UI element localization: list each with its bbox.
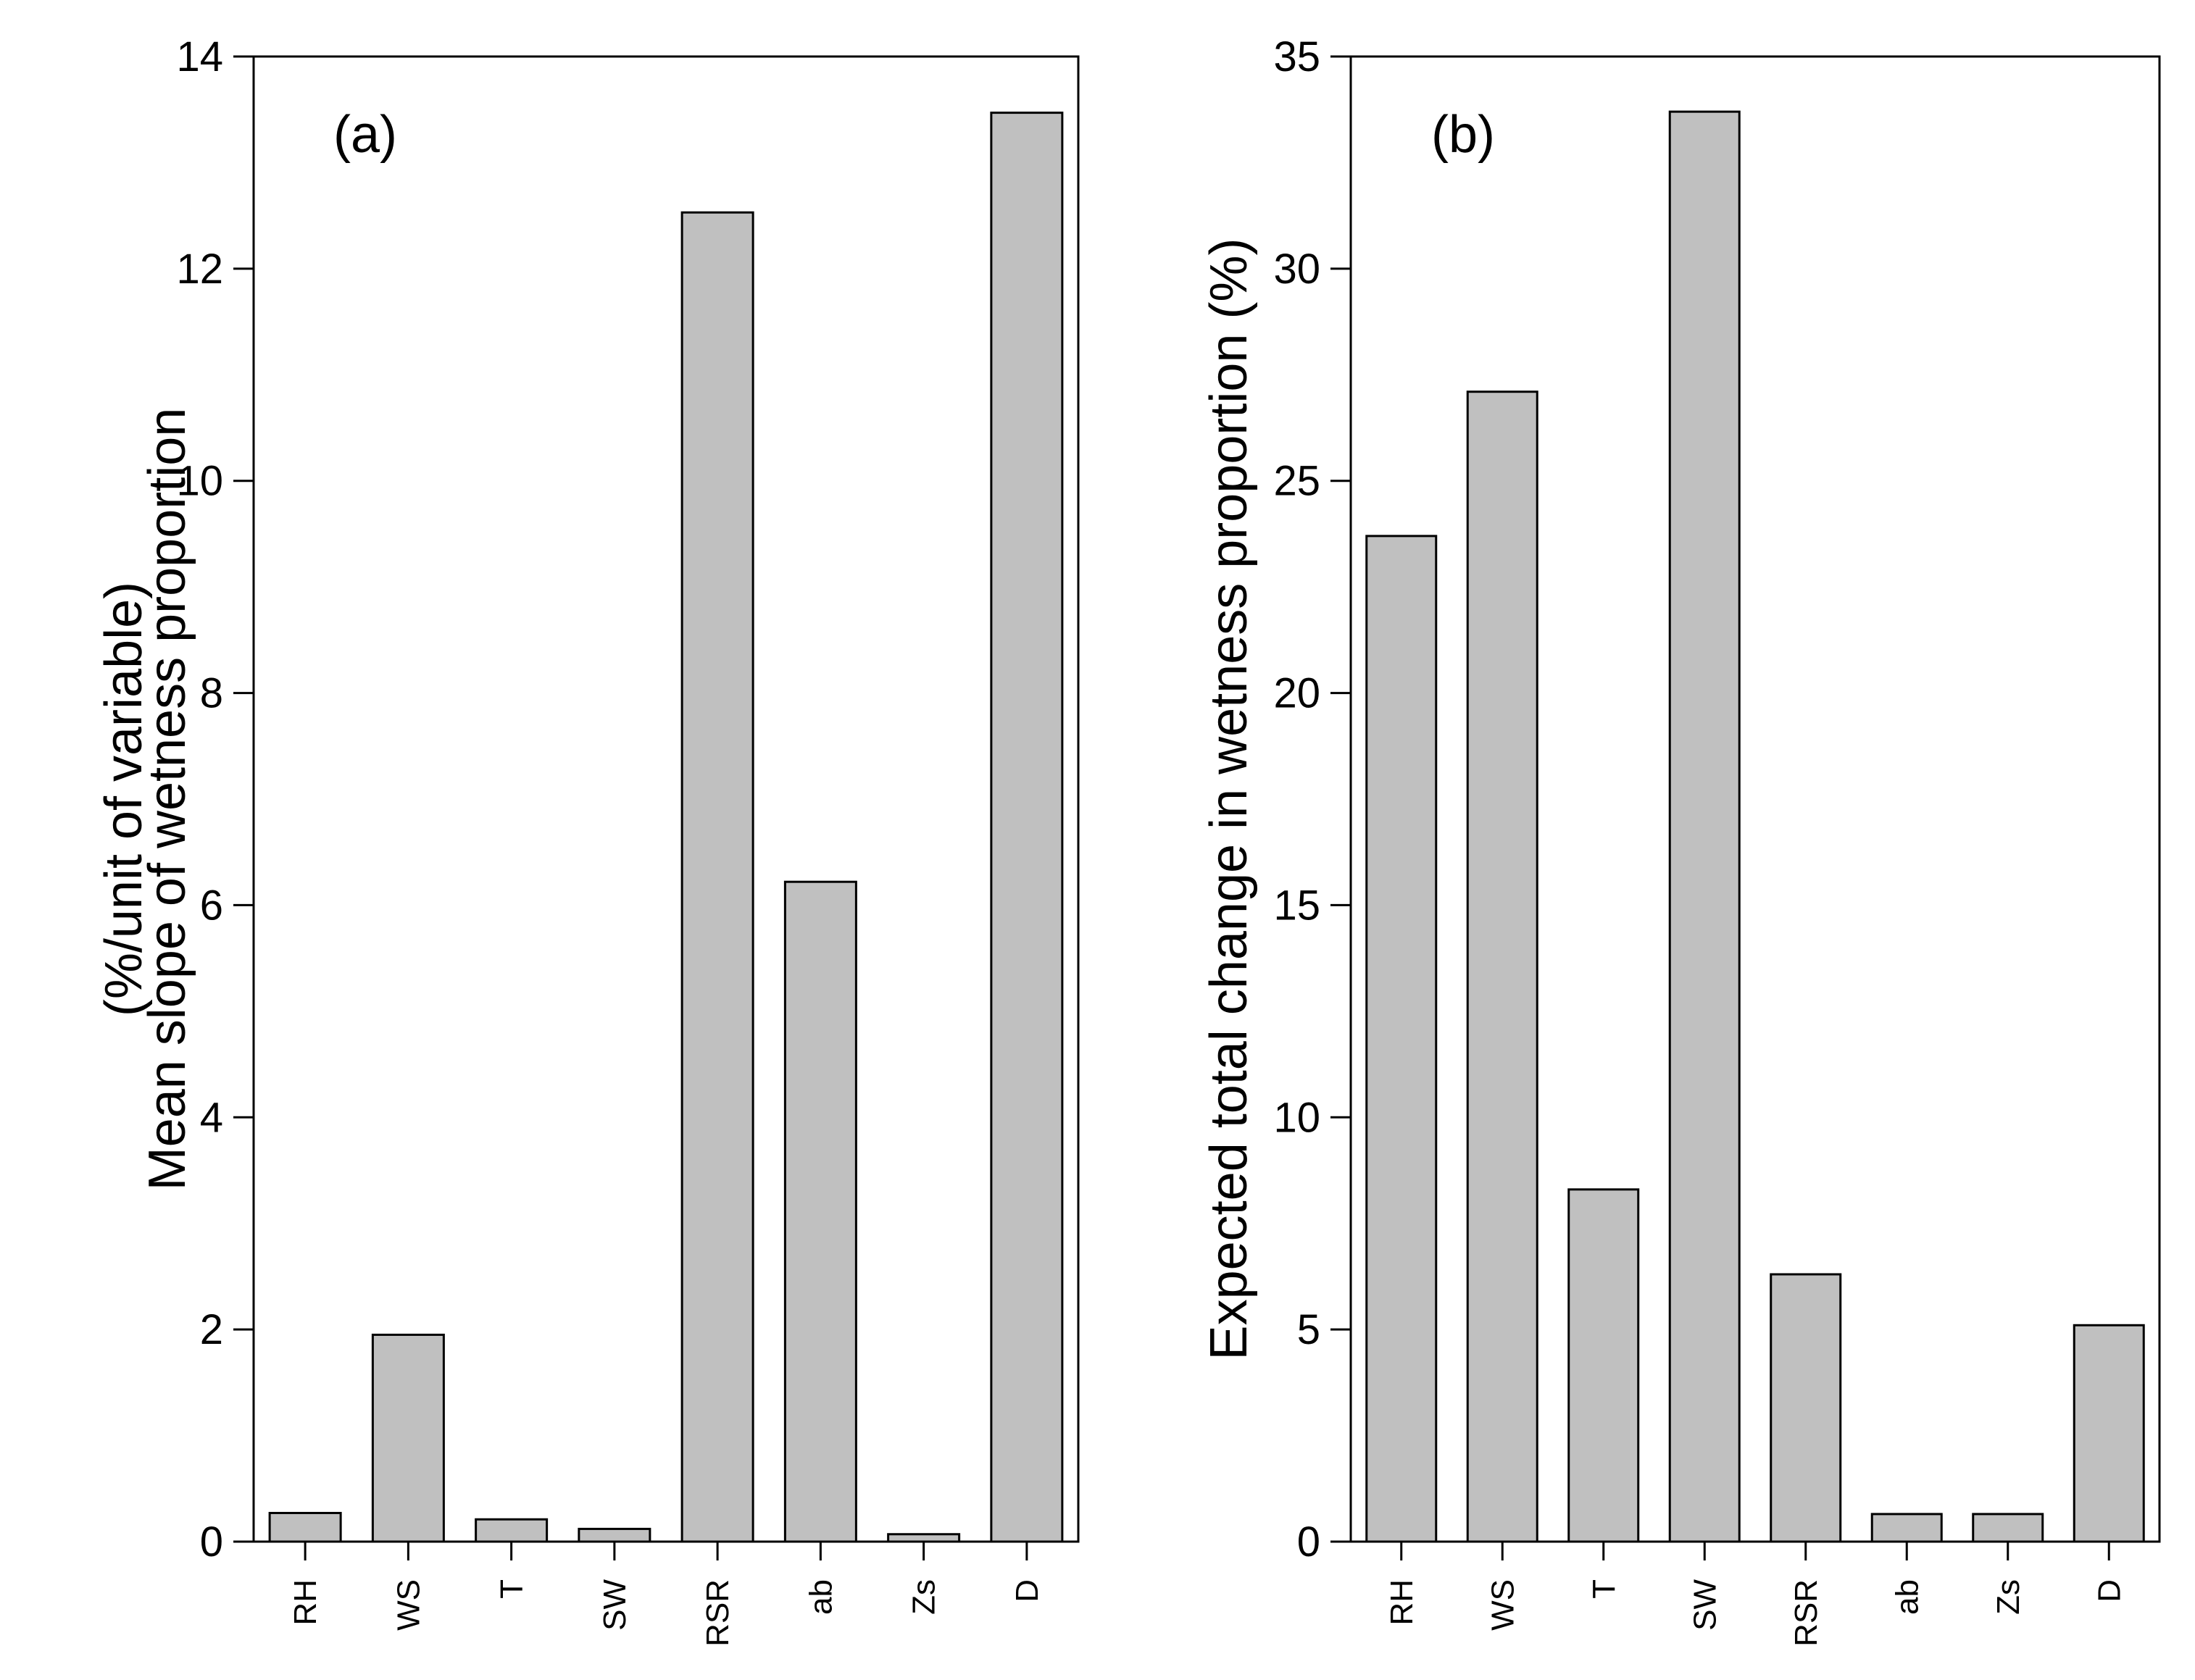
panel-b-bar-D [2073,1324,2145,1543]
panel-a-bar-D [990,112,1064,1543]
panel-b-xtick-label-Zs: Zs [1991,1579,2026,1615]
panel-b-xtick-label-ab: ab [1889,1579,1925,1615]
panel-b-xtick-label-T: T [1586,1579,1622,1599]
panel-a-bar-ab [783,880,857,1543]
panel-a-xtick-label-SW: SW [597,1579,633,1631]
panel-a-bar-Zs [887,1533,961,1543]
panel-b-label: (b) [1431,106,1495,164]
panel-a-ylabel-line-1: Mean slope of wetness proportion [138,408,196,1191]
panel-a-xtick-label-RH: RH [288,1579,323,1626]
panel-b-xtick-label-RSR: RSR [1788,1579,1824,1647]
panel-a-xtick-label-D: D [1009,1579,1045,1602]
panel-a-ytick-label-14: 14 [176,33,223,80]
panel-a-bar-T [475,1518,549,1543]
panel-a-bar-SW [578,1527,651,1543]
panel-b-ytick-label-0: 0 [1297,1518,1320,1566]
panel-a-bar-RSR [680,211,754,1543]
panel-b-plot-frame [1349,55,2161,1543]
panel-a-ytick-label-8: 8 [200,670,223,717]
panel-b-ytick-label-5: 5 [1297,1306,1320,1353]
panel-a-ytick-label-12: 12 [176,246,223,293]
panel-a-xtick-label-WS: WS [391,1579,426,1631]
panel-b-bar-SW [1668,110,1741,1543]
panel-a-ytick-label-0: 0 [200,1518,223,1566]
panel-b-ylabel-line-1: Expected total change in wetness proport… [1200,238,1258,1361]
panel-b-ytick-label-30: 30 [1273,246,1320,293]
panel-a-ytick-label-6: 6 [200,882,223,929]
panel-b-xtick-label-SW: SW [1687,1579,1723,1631]
panel-b-xtick-label-D: D [2091,1579,2127,1602]
panel-b-bar-RH [1365,535,1438,1543]
panel-b-bar-T [1567,1188,1640,1543]
panel-b-xtick-label-RH: RH [1384,1579,1420,1626]
panel-a-ytick-label-2: 2 [200,1306,223,1353]
panel-b-ytick-label-20: 20 [1273,670,1320,717]
panel-a-xtick-label-T: T [494,1579,530,1599]
panel-a-bar-RH [268,1511,342,1543]
panel-b-bar-RSR [1770,1273,1842,1543]
panel-a-xtick-label-RSR: RSR [700,1579,736,1647]
panel-b-bar-WS [1466,390,1538,1543]
panel-b-ytick-label-35: 35 [1273,33,1320,80]
panel-a-ytick-label-4: 4 [200,1094,223,1141]
panel-a-ytick-label-10: 10 [176,458,223,505]
panel-b-ytick-label-10: 10 [1273,1094,1320,1141]
panel-b-ytick-label-15: 15 [1273,882,1320,929]
panel-a-bar-WS [371,1333,445,1543]
panel-a-xtick-label-Zs: Zs [907,1579,942,1615]
panel-a-xtick-label-ab: ab [803,1579,838,1615]
panel-b-bar-Zs [1972,1513,2044,1543]
panel-b-xtick-label-WS: WS [1485,1579,1520,1631]
panel-b-bar-ab [1870,1513,1943,1543]
panel-b-ytick-label-25: 25 [1273,458,1320,505]
panel-a-plot-frame [252,55,1080,1543]
panel-a-ylabel-line-2: (%/unit of variable) [95,582,153,1016]
panel-a-label: (a) [333,106,397,164]
